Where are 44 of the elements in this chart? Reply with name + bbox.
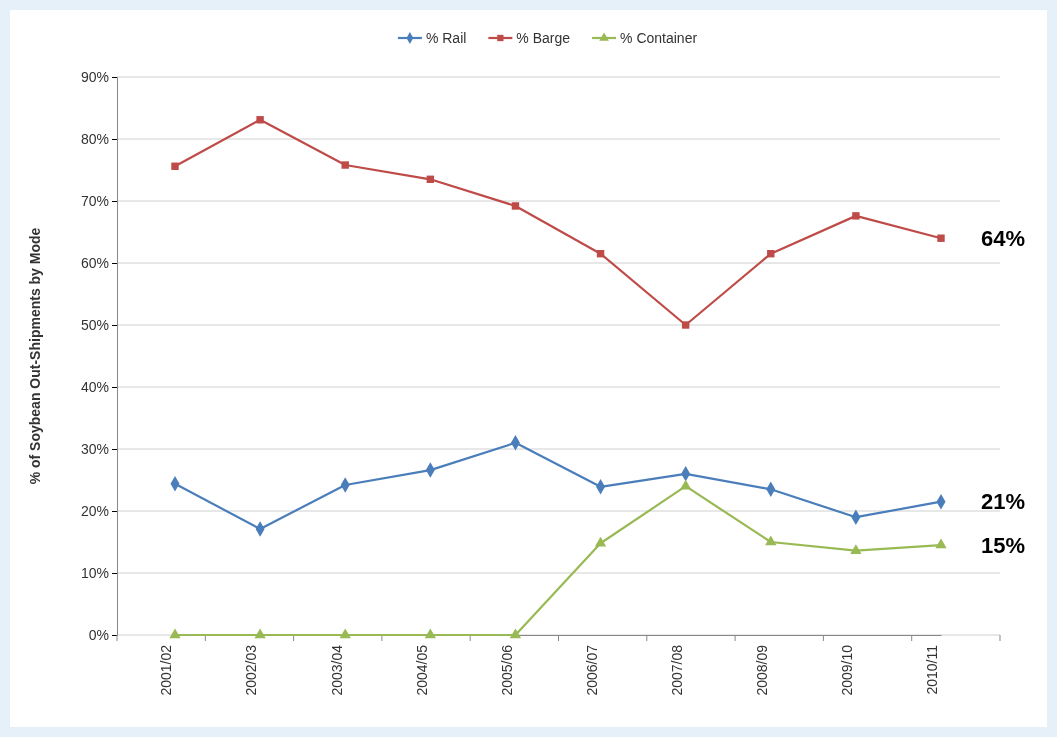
point <box>509 628 522 639</box>
y-tick-label: 40% <box>80 378 109 395</box>
point <box>341 161 349 169</box>
x-tick-label: 2007/08 <box>668 644 685 696</box>
point <box>511 202 520 210</box>
x-tick-label: 2008/09 <box>754 644 771 696</box>
point <box>594 536 607 547</box>
x-tick-label: 2001/02 <box>158 644 175 696</box>
y-tick-label: 90% <box>80 68 109 85</box>
x-tick-label: 2009/10 <box>839 644 856 696</box>
point <box>339 628 351 639</box>
x-tick-label: 2010/11 <box>924 644 941 695</box>
legend-label: % Barge <box>516 29 571 46</box>
point <box>850 544 862 554</box>
annotation: 21% <box>981 489 1026 515</box>
point <box>254 628 266 639</box>
annotation: 15% <box>981 532 1026 558</box>
point <box>169 628 181 639</box>
y-axis-title: % of Soybean Out-Shipments by Mode <box>27 227 43 485</box>
x-tick-label: 2002/03 <box>243 644 260 696</box>
x-tick-label: 2004/05 <box>413 644 430 696</box>
point <box>935 538 947 549</box>
x-tick-label: 2006/07 <box>583 644 600 696</box>
point <box>424 628 436 639</box>
annotation: 64% <box>981 225 1026 251</box>
y-tick-label: 10% <box>80 564 109 581</box>
y-tick-label: 70% <box>80 192 109 209</box>
point <box>852 212 860 220</box>
y-tick-label: 50% <box>80 316 109 333</box>
y-tick-label: 30% <box>80 440 109 457</box>
y-tick-label: 80% <box>80 130 109 147</box>
x-tick-label: 2005/06 <box>498 644 515 696</box>
legend-label: % Container <box>620 29 698 46</box>
point <box>937 234 945 242</box>
point <box>680 479 692 490</box>
point <box>256 116 264 124</box>
point <box>765 535 777 546</box>
y-tick-label: 60% <box>80 254 109 271</box>
point <box>171 162 179 170</box>
legend-label: % Rail <box>425 29 467 46</box>
y-tick-label: 20% <box>80 502 109 519</box>
y-tick-label: 0% <box>88 626 109 643</box>
point <box>681 321 690 329</box>
x-tick-label: 2003/04 <box>328 644 345 696</box>
